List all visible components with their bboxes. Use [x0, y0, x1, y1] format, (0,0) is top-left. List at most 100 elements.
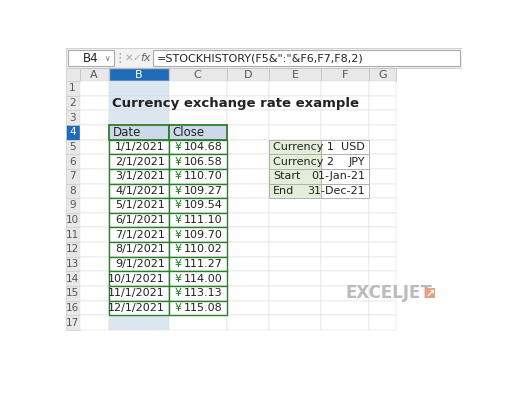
Bar	[79, 198, 109, 213]
Text: End: End	[273, 186, 294, 196]
Bar	[109, 300, 169, 315]
Text: EXCELJET: EXCELJET	[346, 284, 433, 302]
Bar	[109, 286, 169, 300]
Bar	[369, 286, 396, 300]
Bar	[169, 184, 227, 198]
Bar	[227, 68, 269, 81]
Bar	[109, 184, 169, 198]
Bar	[269, 184, 321, 198]
Bar	[227, 169, 269, 184]
Bar	[321, 228, 369, 242]
Text: Start: Start	[273, 171, 300, 181]
Text: 14: 14	[66, 274, 79, 284]
Bar	[169, 154, 227, 169]
Text: 9: 9	[70, 200, 76, 210]
Bar	[109, 140, 169, 154]
Text: 109.27: 109.27	[184, 186, 223, 196]
Bar	[269, 228, 321, 242]
Bar	[169, 110, 227, 125]
Bar	[169, 242, 227, 257]
Bar	[321, 169, 369, 184]
Bar	[109, 125, 169, 140]
Text: ¥: ¥	[174, 244, 181, 254]
Bar	[169, 198, 227, 213]
Text: =STOCKHISTORY(F5&":"&F6,F7,F8,2): =STOCKHISTORY(F5&":"&F6,F7,F8,2)	[157, 53, 363, 63]
Bar	[169, 68, 227, 81]
Text: ¥: ¥	[174, 200, 181, 210]
Bar	[79, 242, 109, 257]
Text: ¥: ¥	[174, 288, 181, 298]
Text: 9/1/2021: 9/1/2021	[115, 259, 165, 269]
Bar	[321, 140, 369, 154]
Bar	[169, 81, 227, 96]
Bar	[369, 257, 396, 271]
Bar	[269, 198, 321, 213]
Bar	[109, 184, 169, 198]
Bar	[321, 68, 369, 81]
Bar	[79, 257, 109, 271]
Text: 6/1/2021: 6/1/2021	[115, 215, 165, 225]
Bar	[369, 184, 396, 198]
Text: C: C	[194, 70, 201, 80]
Text: 17: 17	[66, 318, 79, 328]
Bar	[269, 68, 321, 81]
Bar	[65, 286, 79, 300]
Bar	[369, 242, 396, 257]
Bar	[65, 213, 79, 228]
Bar	[269, 315, 321, 330]
Bar	[269, 169, 321, 184]
Bar	[321, 110, 369, 125]
Bar	[109, 154, 169, 169]
Bar	[65, 154, 79, 169]
Bar	[109, 242, 169, 257]
Text: G: G	[378, 70, 387, 80]
Bar	[65, 125, 79, 140]
Bar	[79, 315, 109, 330]
Bar	[169, 257, 227, 271]
Text: ¥: ¥	[174, 259, 181, 269]
Bar	[65, 271, 79, 286]
Bar	[269, 154, 321, 169]
Text: ∨: ∨	[105, 54, 110, 62]
Bar	[109, 315, 169, 330]
Bar	[109, 257, 169, 271]
Bar	[109, 228, 169, 242]
Bar	[109, 271, 169, 286]
Bar	[269, 140, 321, 154]
Bar	[269, 96, 321, 110]
Bar	[169, 286, 227, 300]
Bar	[79, 228, 109, 242]
Text: 7/1/2021: 7/1/2021	[115, 230, 165, 240]
Bar	[369, 198, 396, 213]
Bar	[369, 140, 396, 154]
Bar	[227, 257, 269, 271]
Text: ⋮: ⋮	[113, 52, 126, 64]
Bar	[369, 125, 396, 140]
Bar	[65, 110, 79, 125]
Bar	[79, 140, 109, 154]
Bar	[109, 154, 169, 169]
Bar	[65, 169, 79, 184]
Bar	[109, 68, 169, 81]
Bar	[169, 96, 227, 110]
Bar	[321, 300, 369, 315]
Bar	[321, 184, 369, 198]
Text: 1/1/2021: 1/1/2021	[115, 142, 165, 152]
Text: D: D	[244, 70, 252, 80]
Bar	[321, 125, 369, 140]
Text: 6: 6	[70, 156, 76, 166]
Bar	[169, 125, 227, 140]
Bar	[109, 96, 169, 110]
Text: 10/1/2021: 10/1/2021	[108, 274, 165, 284]
Text: 12/1/2021: 12/1/2021	[108, 303, 165, 313]
Bar	[369, 228, 396, 242]
Bar	[79, 271, 109, 286]
Bar	[269, 286, 321, 300]
Bar	[169, 213, 227, 228]
Bar	[321, 315, 369, 330]
Bar	[369, 81, 396, 96]
Text: 1: 1	[70, 84, 76, 94]
Bar	[321, 286, 369, 300]
Text: ✕: ✕	[125, 53, 133, 63]
Bar	[321, 184, 369, 198]
